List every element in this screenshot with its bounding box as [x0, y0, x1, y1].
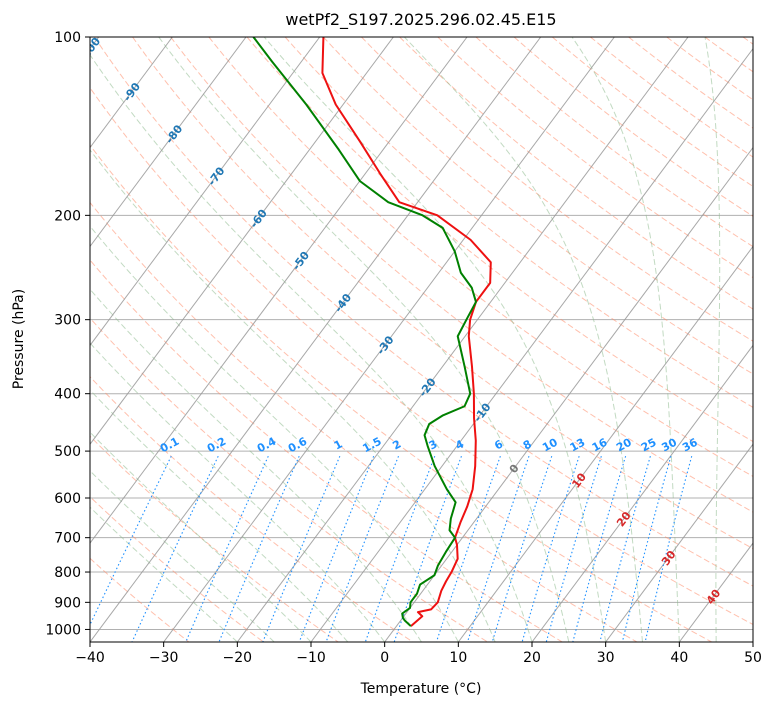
mixing-ratio-label: 16 [590, 436, 610, 455]
dry-adiabat-150 [437, 37, 753, 279]
mixing-ratio-line-13 [521, 456, 580, 642]
moist-adiabat-20 [90, 53, 533, 642]
mixing-ratio-line-10 [491, 456, 553, 642]
x-tick-label: 40 [670, 650, 688, 666]
moist-adiabat--10 [90, 431, 312, 642]
mixing-ratio-line-6 [435, 456, 501, 642]
moist-adiabat-10 [90, 225, 459, 642]
y-tick-label: 100 [54, 30, 81, 46]
dry-adiabat-180 [551, 37, 753, 188]
temperature-profile-line [321, 37, 492, 627]
isotherm--90 [90, 37, 173, 149]
isotherm--20 [236, 37, 689, 642]
moist-adiabat-35 [404, 37, 643, 642]
moist-adiabat--15 [90, 470, 275, 642]
mixing-ratio-line-1.5 [298, 455, 375, 642]
x-tick-label: 50 [744, 650, 762, 666]
moist-adiabat-30 [263, 37, 607, 642]
x-tick-label: 0 [380, 650, 389, 666]
mixing-ratio-label: 13 [568, 436, 588, 455]
y-tick-label: 700 [54, 531, 81, 547]
dry-adiabat-80 [170, 37, 753, 513]
moist-adiabats [90, 37, 753, 642]
moist-adiabat--20 [90, 506, 238, 642]
y-tick-label: 400 [54, 387, 81, 403]
dry-adiabat-60 [93, 37, 753, 587]
moist-adiabat--5 [90, 389, 349, 642]
moist-adiabat-45 [704, 37, 721, 642]
mixing-ratio-line-16 [545, 456, 602, 642]
dry-adiabat-110 [284, 37, 753, 408]
isotherm-gridlines [90, 37, 753, 642]
dry-adiabat-30 [90, 201, 638, 642]
x-axis-ticks: −40 −30 −20 −10 0 10 20 30 40 50 [75, 642, 762, 666]
mixing-ratio-lines [90, 455, 693, 642]
moist-adiabat-0 [90, 342, 386, 642]
x-tick-label: 30 [597, 650, 615, 666]
mixing-ratio-line-8 [466, 456, 530, 642]
mixing-ratio-label: 25 [639, 436, 659, 455]
isotherm--30 [163, 37, 615, 642]
y-axis-ticks: 1000 900 800 700 600 500 400 300 200 100 [45, 30, 90, 638]
dry-adiabat-40 [90, 144, 712, 642]
moist-adiabat-15 [90, 149, 496, 642]
moist-adiabat-5 [90, 288, 422, 642]
y-tick-label: 300 [54, 313, 81, 329]
mixing-ratio-line-36 [644, 456, 693, 642]
isotherm--40 [90, 37, 542, 642]
mixing-ratio-line-0.6 [218, 455, 300, 642]
dry-adiabat-160 [475, 37, 753, 248]
sounding-profiles [252, 37, 492, 627]
x-tick-label: −40 [75, 650, 105, 666]
moist-adiabat-40 [571, 37, 680, 642]
y-tick-label: 500 [54, 444, 81, 460]
y-tick-label: 200 [54, 208, 81, 224]
plot-area: -100-90-80-70-60-50-40-30-20-10010203040… [90, 37, 753, 642]
dewpoint-profile-line [252, 37, 477, 627]
isotherm--50 [90, 37, 468, 544]
isotherm-20 [531, 344, 753, 642]
dry-adiabat-100 [246, 37, 753, 443]
isotherm--70 [90, 37, 321, 347]
dry-adiabat-50 [90, 87, 753, 626]
x-tick-label: 20 [523, 650, 541, 666]
plot-frame [89, 36, 754, 643]
isotherm-0 [384, 146, 753, 642]
chart-title: wetPf2_S197.2025.296.02.45.E15 [285, 10, 556, 30]
y-tick-label: 800 [54, 565, 81, 581]
mixing-ratio-label: 30 [659, 436, 679, 455]
isotherm--60 [90, 37, 394, 446]
mixing-ratio-label: 20 [614, 436, 634, 455]
x-axis-label: Temperature (°C) [360, 681, 482, 697]
x-tick-label: −30 [149, 650, 179, 666]
dry-adiabat-190 [590, 37, 753, 158]
mixing-ratio-line-20 [572, 456, 627, 642]
x-tick-label: 10 [449, 650, 467, 666]
isotherm--10 [310, 47, 753, 642]
dry-adiabat-120 [322, 37, 753, 375]
mixing-ratio-label: 36 [680, 436, 700, 455]
isotherm-30 [605, 443, 753, 642]
isotherm-10 [457, 245, 753, 642]
isotherm--80 [90, 37, 247, 248]
dry-adiabat-70 [132, 37, 753, 550]
y-tick-label: 600 [54, 491, 81, 507]
mixing-ratio-line-1 [262, 455, 341, 642]
y-tick-label: 1000 [45, 622, 81, 638]
y-axis-label: Pressure (hPa) [11, 289, 27, 389]
dry-adiabat-130 [361, 37, 753, 342]
x-tick-label: −20 [223, 650, 253, 666]
mixing-ratio-label: 10 [540, 436, 560, 455]
mixing-ratio-line-25 [599, 456, 651, 642]
mixing-ratio-line-30 [621, 456, 672, 642]
mixing-ratio-line-3 [364, 456, 436, 642]
x-tick-label: −10 [296, 650, 326, 666]
mixing-ratio-line-2 [325, 455, 400, 642]
y-tick-label: 900 [54, 595, 81, 611]
dry-adiabats [90, 37, 753, 642]
